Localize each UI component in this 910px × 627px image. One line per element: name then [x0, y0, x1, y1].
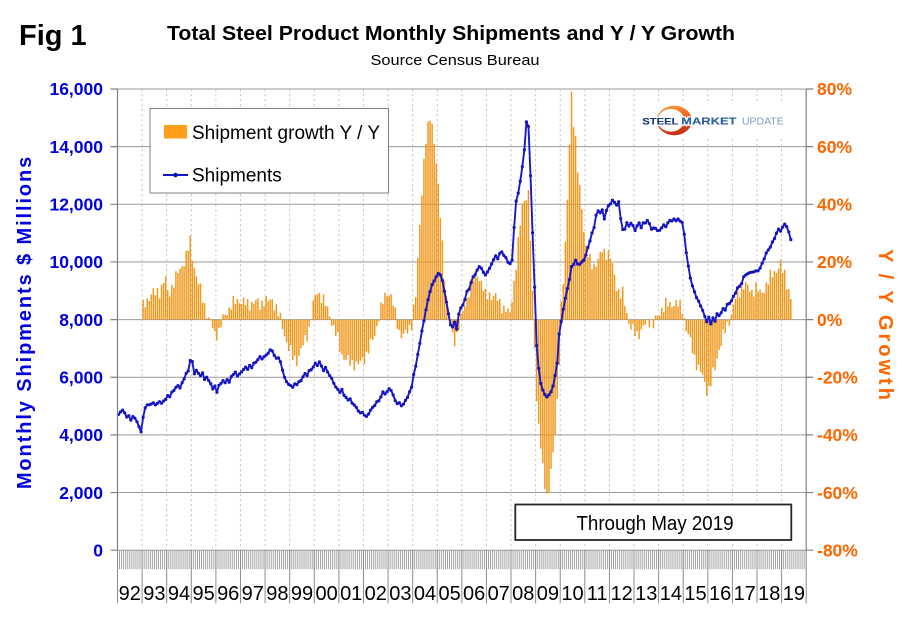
svg-text:18: 18 — [758, 583, 780, 605]
svg-text:80%: 80% — [817, 79, 852, 99]
svg-text:Y / Y Growth: Y / Y Growth — [874, 249, 896, 403]
svg-text:16,000: 16,000 — [49, 79, 103, 99]
svg-text:Fig 1: Fig 1 — [19, 20, 87, 52]
svg-text:STEEL: STEEL — [642, 117, 679, 127]
svg-text:0: 0 — [93, 540, 103, 560]
svg-text:4,000: 4,000 — [59, 425, 103, 445]
svg-text:STEEL: STEEL — [642, 117, 679, 127]
svg-text:60%: 60% — [817, 137, 852, 157]
svg-text:20%: 20% — [817, 252, 852, 272]
svg-text:MARKET: MARKET — [681, 117, 737, 128]
svg-text:95: 95 — [192, 583, 214, 605]
svg-text:07: 07 — [488, 583, 510, 605]
svg-text:UPDATE: UPDATE — [742, 117, 784, 128]
svg-text:99: 99 — [291, 583, 313, 605]
svg-text:8,000: 8,000 — [59, 310, 103, 330]
svg-text:14: 14 — [660, 583, 682, 605]
svg-text:01: 01 — [340, 583, 362, 605]
svg-text:08: 08 — [512, 583, 534, 605]
svg-text:19: 19 — [783, 583, 805, 605]
svg-text:2,000: 2,000 — [59, 483, 103, 503]
svg-text:10,000: 10,000 — [49, 252, 103, 272]
svg-text:98: 98 — [266, 583, 288, 605]
svg-text:03: 03 — [389, 583, 411, 605]
svg-text:12: 12 — [611, 583, 633, 605]
svg-text:11: 11 — [587, 583, 608, 605]
svg-text:15: 15 — [684, 583, 706, 605]
svg-text:0%: 0% — [817, 310, 843, 330]
svg-text:Through May 2019: Through May 2019 — [577, 513, 734, 535]
svg-text:Shipments: Shipments — [192, 166, 282, 187]
svg-text:16: 16 — [709, 583, 731, 605]
svg-text:-80%: -80% — [817, 540, 858, 560]
svg-text:06: 06 — [463, 583, 485, 605]
svg-text:MARKET: MARKET — [681, 117, 737, 128]
svg-text:00: 00 — [315, 583, 337, 605]
svg-text:94: 94 — [168, 583, 190, 605]
svg-text:09: 09 — [537, 583, 559, 605]
svg-text:04: 04 — [414, 583, 436, 605]
svg-text:Shipment growth Y / Y: Shipment growth Y / Y — [192, 123, 380, 144]
svg-text:14,000: 14,000 — [49, 137, 103, 157]
svg-text:17: 17 — [734, 583, 756, 605]
svg-text:6,000: 6,000 — [59, 367, 103, 387]
svg-text:40%: 40% — [817, 195, 852, 215]
svg-text:97: 97 — [242, 583, 264, 605]
svg-text:05: 05 — [438, 583, 460, 605]
svg-text:-20%: -20% — [817, 367, 858, 387]
svg-text:12,000: 12,000 — [49, 195, 103, 215]
svg-text:92: 92 — [119, 583, 141, 605]
svg-text:13: 13 — [635, 583, 657, 605]
svg-text:Source Census Bureau: Source Census Bureau — [371, 53, 540, 69]
svg-text:Total Steel Product Monthly Sh: Total Steel Product Monthly Shipments an… — [167, 22, 735, 45]
svg-text:-60%: -60% — [817, 483, 858, 503]
svg-text:10: 10 — [561, 583, 583, 605]
svg-text:96: 96 — [217, 583, 239, 605]
svg-text:02: 02 — [365, 583, 387, 605]
svg-text:Monthly Shipments $ Millions: Monthly Shipments $ Millions — [14, 155, 36, 489]
svg-text:93: 93 — [143, 583, 165, 605]
svg-text:-40%: -40% — [817, 425, 858, 445]
